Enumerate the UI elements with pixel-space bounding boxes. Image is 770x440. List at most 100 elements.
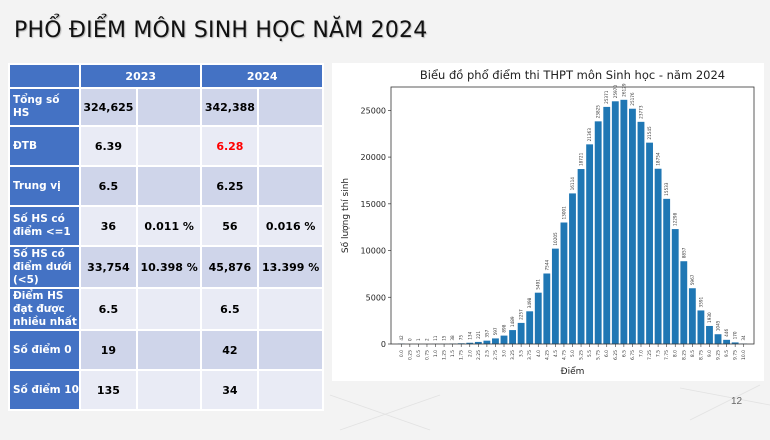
bar: [474, 341, 482, 344]
x-tick-label: 8.5: [690, 350, 696, 357]
x-tick-label: 5.75: [596, 350, 602, 360]
bar-value-label: 3498: [527, 297, 532, 308]
x-tick-label: 9.25: [716, 350, 722, 360]
percent-2024: 0.016 %: [257, 205, 324, 247]
percent-2024: [257, 165, 324, 207]
value-2024: 6.25: [200, 165, 260, 207]
x-tick-label: 4.75: [561, 350, 567, 360]
bar: [483, 340, 491, 344]
y-tick-label: 0: [381, 340, 386, 349]
table-header-2023: 2023: [78, 63, 203, 89]
bar-value-label: 23825: [596, 105, 601, 119]
x-tick-label: 5.5: [587, 350, 593, 357]
bar-value-label: 0: [407, 338, 412, 341]
bar-chart-svg: Biểu đồ phổ điểm thi THPT môn Sinh học -…: [340, 68, 755, 377]
x-tick-label: 3.0: [502, 350, 508, 357]
x-tick-label: 9.75: [733, 350, 739, 360]
x-tick-label: 1.5: [450, 350, 456, 357]
bar: [706, 325, 713, 344]
bar: [551, 248, 559, 344]
x-tick-label: 7.0: [638, 350, 644, 357]
percent-2024: [257, 87, 324, 127]
bar: [688, 288, 696, 344]
bar-value-label: 357: [484, 329, 489, 337]
bar-value-label: 7544: [544, 260, 549, 271]
x-tick-label: 3.75: [527, 350, 533, 360]
x-tick-label: 8.75: [698, 350, 704, 360]
y-tick-label: 15000: [361, 200, 386, 209]
bar-value-label: 13001: [561, 206, 566, 220]
percent-2024: [257, 287, 324, 331]
bar: [731, 342, 739, 344]
percent-2024: [257, 125, 324, 167]
bar-value-label: 18721: [579, 152, 584, 166]
chart-title: Biểu đồ phổ điểm thi THPT môn Sinh học -…: [420, 68, 725, 82]
x-tick-label: 7.75: [664, 350, 670, 360]
bar-value-label: 18754: [656, 152, 661, 166]
bar-value-label: 134: [467, 331, 472, 339]
value-2024: 45,876: [200, 245, 260, 289]
bar-value-label: 5491: [536, 279, 541, 290]
row-label: Số HS có điểm dưới (<5): [8, 245, 81, 289]
bar-value-label: 12298: [673, 212, 678, 226]
x-tick-label: 4.25: [544, 350, 550, 360]
bar-value-label: 26129: [621, 83, 626, 97]
y-axis-label: Số lượng thí sinh: [340, 178, 351, 253]
bar-value-label: 446: [724, 329, 729, 337]
y-tick-label: 5000: [366, 293, 386, 302]
row-label: Số điểm 0: [8, 329, 81, 371]
bar: [671, 229, 679, 344]
bar: [714, 334, 722, 344]
table-row: Số điểm 0 19 42: [8, 329, 324, 371]
y-tick-label: 20000: [361, 153, 386, 162]
value-2023: 6.5: [79, 287, 138, 331]
percent-2023: [135, 329, 203, 371]
percent-2023: [135, 87, 203, 127]
value-2024: 34: [200, 369, 260, 411]
x-tick-label: 2.0: [467, 350, 473, 357]
bar-value-label: 1930: [707, 312, 712, 323]
bar: [646, 142, 653, 344]
bar: [629, 108, 636, 344]
value-2023: 324,625: [79, 87, 138, 127]
x-tick-label: 9.0: [707, 350, 713, 357]
bar-value-label: 25371: [604, 90, 609, 104]
x-tick-label: 1.75: [459, 350, 465, 360]
row-label: Trung vị: [8, 165, 81, 207]
x-tick-label: 5.25: [579, 350, 585, 360]
bar: [637, 121, 645, 344]
bar-value-label: 15533: [664, 182, 669, 196]
value-2023: 6.39: [79, 125, 138, 167]
x-tick-label: 9.5: [724, 350, 730, 357]
bar-value-label: 2: [424, 338, 429, 341]
value-2023: 6.5: [79, 165, 138, 207]
x-tick-label: 7.5: [656, 350, 662, 357]
bar: [526, 311, 534, 344]
bar-value-label: 1: [416, 338, 421, 341]
x-tick-label: 1.25: [442, 350, 448, 360]
bar: [500, 335, 508, 344]
x-tick-label: 0.75: [424, 350, 430, 360]
percent-2023: [135, 287, 203, 331]
row-label: Số điểm 10: [8, 369, 81, 411]
table-row: Số HS có điểm dưới (<5) 33,754 10.398 % 45,…: [8, 245, 324, 289]
bar: [577, 169, 585, 344]
bar: [611, 101, 619, 344]
bar-value-label: 8857: [681, 247, 686, 258]
bar-value-label: 3591: [698, 296, 703, 307]
bar: [560, 222, 568, 344]
bar-value-label: 10205: [553, 232, 558, 246]
percent-2024: [257, 329, 324, 371]
bar-value-label: 15: [442, 335, 447, 341]
bar: [586, 144, 594, 344]
bar-value-label: 38: [450, 335, 455, 341]
bar-value-label: 1489: [510, 316, 515, 327]
bar-value-label: 25176: [630, 92, 635, 106]
x-tick-label: 7.25: [647, 350, 653, 360]
x-tick-label: 3.25: [510, 350, 516, 360]
percent-2023: [135, 165, 203, 207]
bar: [654, 168, 662, 344]
row-label: Số HS có điểm <=1: [8, 205, 81, 247]
value-2024: 342,388: [200, 87, 260, 127]
table-header-corner: [8, 63, 81, 89]
